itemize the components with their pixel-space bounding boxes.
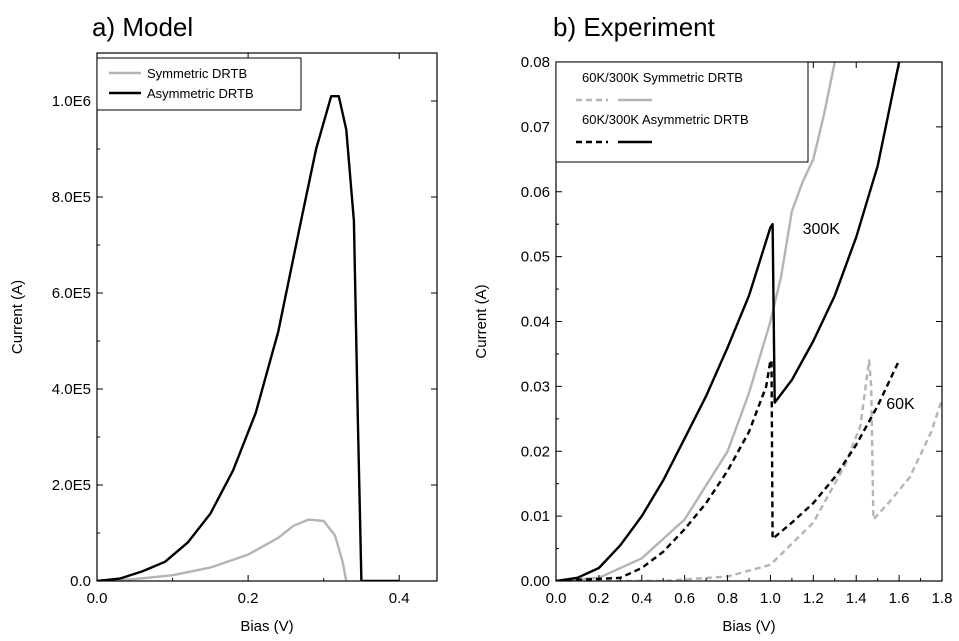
y-tick-label: 0.06 [521, 184, 550, 201]
x-tick-label: 1.8 [932, 590, 953, 607]
legend-label: 60K/300K Symmetric DRTB [582, 70, 743, 85]
chart-panel-2: b) Experiment 0.0 0.2 0.4 0.6 0.8 1.0 1.2 1.4 1.6… [473, 12, 952, 635]
series-line-2 [556, 62, 836, 581]
y-tick-label: 0.04 [521, 314, 550, 331]
y-axis-label: Current (A) [473, 284, 490, 358]
y-tick-label: 2.0E5 [52, 477, 91, 494]
y-tick-label: 0.00 [521, 573, 550, 590]
legend: 60K/300K Symmetric DRTB 60K/300K Asymmetr… [555, 61, 809, 163]
legend-box [555, 61, 809, 163]
panel-title: a) Model [92, 12, 193, 42]
legend-label: 60K/300K Asymmetric DRTB [582, 112, 749, 127]
x-tick-label: 0.2 [588, 590, 609, 607]
x-axis-label: Bias (V) [722, 618, 775, 635]
series-line-2 [97, 95, 400, 581]
series-line-3 [556, 359, 901, 581]
y-tick-label: 0.02 [521, 443, 550, 460]
y-tick-label: 0.01 [521, 508, 550, 525]
x-axis-label: Bias (V) [240, 618, 293, 635]
y-tick-label: 0.03 [521, 378, 550, 395]
x-tick-label: 1.6 [889, 590, 910, 607]
plot-frame [96, 52, 438, 582]
chart-panel-1: a) Model 0.0 0.2 0.4 0.0 2.0E5 4.0E5 6.0E5 8.0E5… [9, 12, 438, 635]
y-tick-label: 1.0E6 [52, 93, 91, 110]
x-tick-label: 1.4 [846, 590, 867, 607]
annotation-label: 300K [803, 221, 841, 238]
x-tick-label: 0.4 [631, 590, 652, 607]
y-tick-label: 0.05 [521, 249, 550, 266]
y-tick-label: 0.08 [521, 54, 550, 71]
panel-title: b) Experiment [553, 12, 716, 42]
series-line-4 [556, 62, 901, 581]
y-tick-label: 6.0E5 [52, 285, 91, 302]
x-tick-label: 0.4 [389, 590, 410, 607]
x-tick-label: 1.2 [803, 590, 824, 607]
y-tick-label: 0.07 [521, 119, 550, 136]
legend: Symmetric DRTB Asymmetric DRTB [96, 57, 302, 111]
series-group [556, 62, 942, 581]
y-tick-label: 0.0 [70, 573, 91, 590]
x-tick-label: 0.0 [546, 590, 567, 607]
series-line-1 [97, 518, 348, 581]
annotation-label: 60K [886, 396, 915, 413]
y-tick-label: 8.0E5 [52, 189, 91, 206]
legend-label: Asymmetric DRTB [147, 86, 254, 101]
x-tick-label: 0.6 [674, 590, 695, 607]
y-tick-label: 4.0E5 [52, 381, 91, 398]
legend-box [96, 57, 302, 111]
series-group [97, 95, 400, 581]
x-tick-label: 0.0 [87, 590, 108, 607]
x-tick-label: 0.2 [238, 590, 259, 607]
legend-label: Symmetric DRTB [147, 66, 247, 81]
x-tick-label: 0.8 [717, 590, 738, 607]
x-tick-label: 1.0 [760, 590, 781, 607]
y-axis-label: Current (A) [9, 280, 26, 354]
